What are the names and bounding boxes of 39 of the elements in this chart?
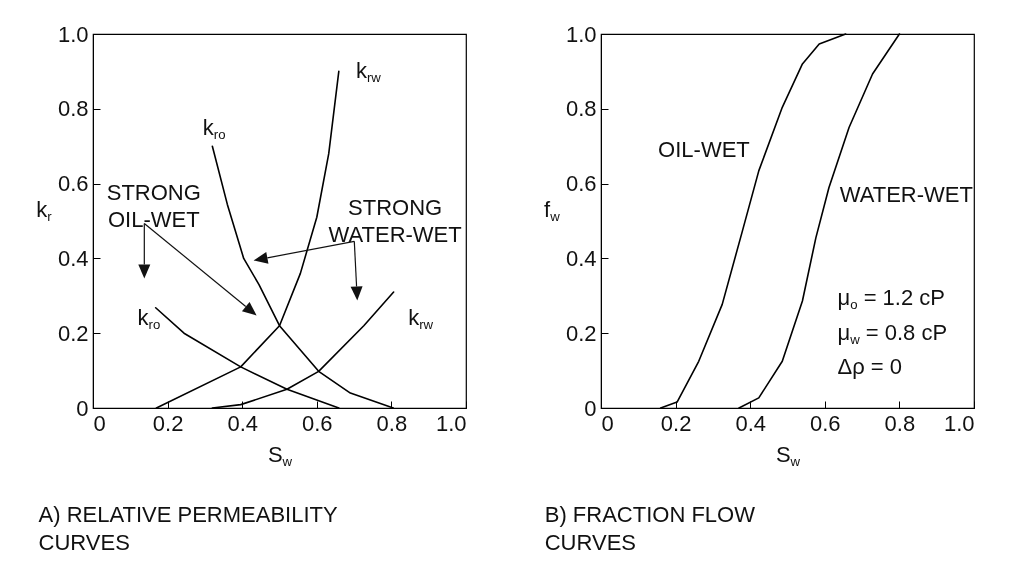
x-tick-label: 0.2 <box>660 410 692 436</box>
series-label: k$_{ro}$ <box>137 305 161 333</box>
y-tick-label: 1.0 <box>565 21 597 47</box>
x-tick-label: 0.4 <box>735 410 766 436</box>
y-tick-label: 0.8 <box>57 96 89 122</box>
y-tick-label: 0.4 <box>57 245 89 271</box>
x-axis-title: S$_{w}$ <box>267 441 293 469</box>
annotation: Δρ = 0 <box>837 353 903 379</box>
annotation: μ$_{w}$ = 0.8 cP <box>837 320 948 348</box>
x-tick-label: 0.6 <box>810 410 841 436</box>
x-tick-label: 0.8 <box>376 410 408 436</box>
series-label: k$_{ro}$ <box>202 114 226 142</box>
y-tick-label: 0.8 <box>565 96 597 122</box>
x-axis-title: S$_{w}$ <box>775 441 801 469</box>
x-tick-label: 0 <box>601 410 614 436</box>
series-label: k$_{rw}$ <box>355 58 382 86</box>
annotation: μ$_{o}$ = 1.2 cP <box>837 284 945 312</box>
y-tick-label: 0.6 <box>57 171 89 197</box>
y-axis-title: k$_{r}$ <box>36 196 53 224</box>
series-label: k$_{rw}$ <box>408 305 434 333</box>
text: A) RELATIVE PERMEABILITY CURVES <box>38 502 338 555</box>
text: B) FRACTION FLOW CURVES <box>544 502 756 555</box>
y-tick-label: 1.0 <box>57 21 89 47</box>
x-tick-label: 0.2 <box>152 410 184 436</box>
annotation: STRONG OIL-WET <box>106 179 201 232</box>
x-tick-label: 1.0 <box>943 410 975 436</box>
y-tick-label: 0.6 <box>565 171 597 197</box>
y-tick-label: 0.2 <box>57 320 89 346</box>
y-axis-title: f$_{w}$ <box>544 196 561 224</box>
x-tick-label: 0.4 <box>227 410 258 436</box>
x-tick-label: 1.0 <box>435 410 467 436</box>
series-label: OIL-WET <box>658 136 750 162</box>
series-label: WATER-WET <box>839 181 973 207</box>
annotation: STRONG WATER-WET <box>328 194 462 247</box>
x-tick-label: 0.8 <box>884 410 916 436</box>
x-tick-label: 0 <box>93 410 106 436</box>
y-tick-label: 0.4 <box>565 245 597 271</box>
x-tick-label: 0.6 <box>302 410 333 436</box>
y-tick-label: 0.2 <box>565 320 597 346</box>
